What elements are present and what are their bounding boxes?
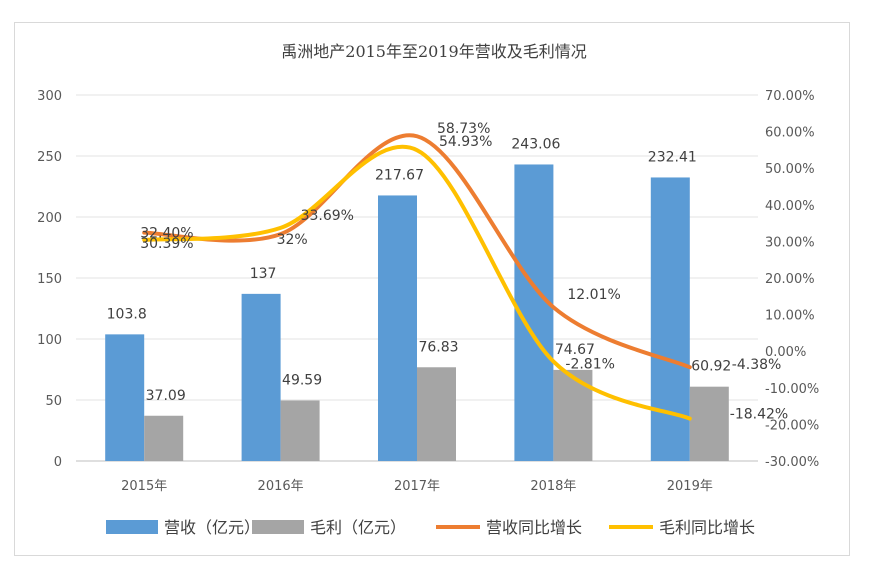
y-right-tick-label: 50.00% (765, 162, 815, 177)
data-label: 32.40% (140, 226, 193, 242)
bar (417, 367, 456, 461)
bar (105, 334, 145, 461)
data-label: 217.67 (375, 167, 424, 183)
data-label: -18.42% (730, 407, 788, 423)
y-axis-left: 300 250 200 150 100 50 0 (37, 89, 62, 470)
data-label: 33.69% (301, 208, 354, 224)
y-right-tick-label: 60.00% (765, 126, 815, 141)
y-axis-right: 70.00% 60.00% 50.00% 40.00% 30.00% 20.00% 10.0… (765, 89, 819, 470)
x-tick-label: 2017年 (394, 479, 440, 494)
data-labels: 103.8 137 217.67 243.06 232.41 37.09 49.59 76.8… (107, 121, 789, 422)
y-right-tick-label: 20.00% (765, 272, 815, 287)
y-right-tick-label: 10.00% (765, 309, 815, 324)
line-series-path (142, 144, 692, 421)
legend-label: 毛利同比增长 (659, 518, 755, 537)
legend-label: 营收（亿元） (164, 518, 260, 537)
data-label: -2.81% (565, 356, 615, 372)
y-left-tick-label: 150 (37, 272, 62, 287)
x-tick-label: 2015年 (121, 479, 167, 494)
y-right-tick-label: -30.00% (765, 455, 819, 470)
y-right-tick-label: 70.00% (765, 89, 815, 104)
data-label: 32% (277, 232, 308, 248)
chart-frame (14, 22, 850, 556)
bar-series (105, 164, 729, 462)
data-label: 232.41 (648, 149, 697, 165)
bar (241, 293, 281, 461)
y-left-tick-label: 100 (37, 333, 62, 348)
data-label: -4.38% (732, 357, 782, 373)
bar (144, 415, 184, 461)
data-label: 30.39% (140, 236, 193, 252)
data-label: 58.73% (437, 121, 490, 137)
chart-title: 禹洲地产2015年至2019年营收及毛利情况 (281, 42, 586, 61)
data-label: 54.93% (439, 134, 492, 150)
data-label: 49.59 (282, 373, 322, 389)
data-label: 60.92 (691, 359, 731, 375)
y-right-tick-label: -20.00% (765, 418, 819, 433)
legend-swatch (252, 520, 304, 534)
y-left-tick-label: 200 (37, 211, 62, 226)
legend-swatch (106, 520, 158, 534)
x-tick-label: 2016年 (258, 479, 304, 494)
legend-label: 营收同比增长 (486, 518, 582, 537)
x-axis: 2015年 2016年 2017年 2018年 2019年 (121, 479, 713, 494)
data-label: 37.09 (146, 388, 186, 404)
x-tick-label: 2019年 (667, 479, 713, 494)
y-left-tick-label: 0 (54, 455, 62, 470)
y-left-tick-label: 300 (37, 89, 62, 104)
y-right-tick-label: 30.00% (765, 235, 815, 250)
line-series (142, 133, 692, 421)
data-label: 76.83 (418, 339, 458, 355)
x-tick-label: 2018年 (530, 479, 576, 494)
bar (280, 400, 320, 461)
line-series-path (142, 133, 692, 370)
data-label: 137 (250, 266, 277, 282)
y-right-tick-label: 40.00% (765, 199, 815, 214)
y-left-tick-label: 50 (45, 394, 62, 409)
legend: 营收（亿元） 毛利（亿元） 营收同比增长 毛利同比增长 (106, 518, 755, 537)
data-label: 12.01% (567, 287, 620, 303)
y-right-tick-label: 0.00% (765, 345, 806, 360)
y-right-tick-label: -10.00% (765, 382, 819, 397)
bar (378, 195, 417, 461)
data-label: 243.06 (511, 136, 560, 152)
data-label: 103.8 (107, 306, 147, 322)
legend-label: 毛利（亿元） (310, 518, 406, 537)
bar (689, 386, 729, 461)
data-label: 74.67 (555, 342, 595, 358)
y-left-tick-label: 250 (37, 150, 62, 165)
